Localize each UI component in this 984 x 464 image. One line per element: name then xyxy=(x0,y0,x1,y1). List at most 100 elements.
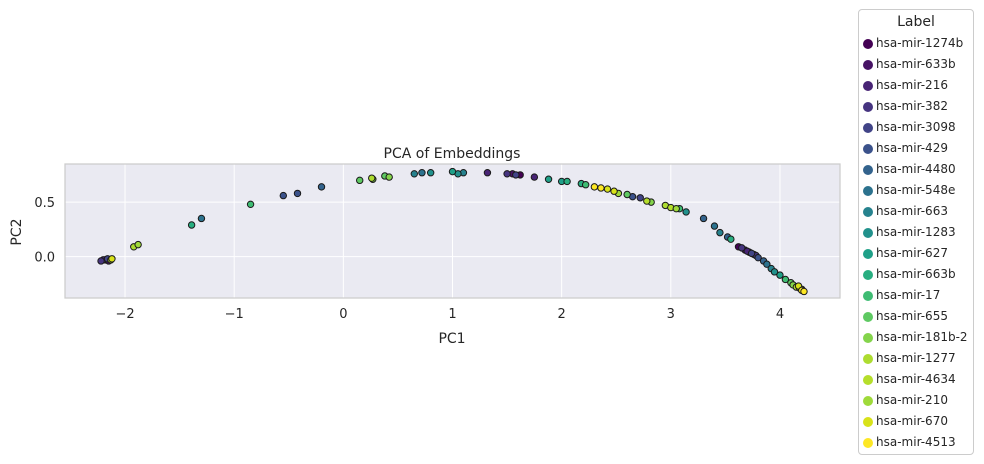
data-point xyxy=(503,170,511,178)
legend-marker xyxy=(863,354,873,364)
x-tick-label: −2 xyxy=(115,307,134,322)
data-point xyxy=(590,183,599,191)
legend-label: hsa-mir-429 xyxy=(876,141,948,155)
legend-item: hsa-mir-548e xyxy=(859,181,975,201)
legend-marker xyxy=(863,396,873,406)
data-point xyxy=(356,176,364,185)
legend-item: hsa-mir-655 xyxy=(859,307,975,327)
data-point xyxy=(770,268,779,276)
x-tick-label: 4 xyxy=(776,307,784,322)
data-point xyxy=(727,235,735,243)
x-axis-label: PC1 xyxy=(438,331,465,347)
legend-marker xyxy=(863,144,873,154)
data-point xyxy=(448,167,457,176)
x-tick-labels: −2 −1 0 1 2 3 4 xyxy=(115,307,784,322)
legend-marker xyxy=(863,333,873,343)
legend-marker xyxy=(863,270,873,280)
legend-label: hsa-mir-17 xyxy=(876,288,941,302)
data-point xyxy=(699,214,708,223)
legend-item: hsa-mir-210 xyxy=(859,391,975,411)
legend-marker xyxy=(863,375,873,385)
legend-label: hsa-mir-210 xyxy=(876,393,948,407)
x-tick-label: −1 xyxy=(225,307,244,322)
legend-marker xyxy=(863,102,873,112)
legend-marker xyxy=(863,228,873,238)
data-point xyxy=(643,197,651,205)
data-point xyxy=(368,174,376,182)
legend-marker xyxy=(863,60,873,70)
data-point xyxy=(108,255,116,263)
legend-item: hsa-mir-4634 xyxy=(859,370,975,390)
legend-item: hsa-mir-429 xyxy=(859,139,975,159)
legend-item: hsa-mir-3098 xyxy=(859,118,975,138)
data-point xyxy=(682,208,690,216)
legend-marker xyxy=(863,249,873,259)
x-tick-label: 0 xyxy=(339,307,347,322)
data-point xyxy=(747,249,756,258)
legend-label: hsa-mir-4634 xyxy=(876,372,956,386)
legend-label: hsa-mir-382 xyxy=(876,99,948,113)
data-point xyxy=(483,169,492,177)
data-point xyxy=(754,253,762,262)
legend-marker xyxy=(863,438,873,448)
data-point xyxy=(781,275,790,284)
data-point xyxy=(187,221,196,229)
legend-label: hsa-mir-1274b xyxy=(876,36,964,50)
data-point xyxy=(530,173,539,181)
data-point xyxy=(710,222,719,230)
legend-item: hsa-mir-1283 xyxy=(859,223,975,243)
data-point xyxy=(97,257,105,265)
data-point xyxy=(603,185,612,193)
y-tick-labels: 0.0 0.5 xyxy=(34,196,55,265)
legend-marker xyxy=(863,81,873,91)
legend-marker xyxy=(863,207,873,217)
data-point xyxy=(246,200,255,209)
data-point xyxy=(610,187,618,195)
legend-item: hsa-mir-382 xyxy=(859,97,975,117)
data-point xyxy=(763,260,771,268)
data-point xyxy=(512,171,520,179)
legend-label: hsa-mir-1283 xyxy=(876,225,956,239)
data-point xyxy=(418,169,426,177)
legend-label: hsa-mir-4513 xyxy=(876,435,956,449)
legend-marker xyxy=(863,291,873,301)
x-tick-label: 2 xyxy=(558,307,566,322)
legend-marker xyxy=(863,417,873,427)
legend-item: hsa-mir-1274b xyxy=(859,34,975,54)
plot-frame xyxy=(64,163,841,299)
legend-item: hsa-mir-4480 xyxy=(859,160,975,180)
legend-label: hsa-mir-548e xyxy=(876,183,956,197)
legend-label: hsa-mir-1277 xyxy=(876,351,956,365)
data-point xyxy=(776,271,784,279)
x-tick-label: 3 xyxy=(667,307,675,322)
legend-label: hsa-mir-627 xyxy=(876,246,948,260)
legend-marker xyxy=(863,312,873,322)
legend-label: hsa-mir-216 xyxy=(876,78,948,92)
data-point xyxy=(134,240,142,249)
legend-marker xyxy=(863,165,873,175)
legend-item: hsa-mir-216 xyxy=(859,76,975,96)
legend-item: hsa-mir-181b-2 xyxy=(859,328,975,348)
data-point xyxy=(563,177,571,186)
legend-title: Label xyxy=(897,14,935,30)
legend-item: hsa-mir-1277 xyxy=(859,349,975,369)
data-point xyxy=(716,228,724,237)
legend-label: hsa-mir-3098 xyxy=(876,120,956,134)
legend-label: hsa-mir-655 xyxy=(876,309,948,323)
legend-label: hsa-mir-181b-2 xyxy=(876,330,968,344)
legend-marker xyxy=(863,39,873,49)
legend-label: hsa-mir-4480 xyxy=(876,162,956,176)
data-point xyxy=(293,189,302,198)
legend-label: hsa-mir-633b xyxy=(876,57,956,71)
legend-item: hsa-mir-663b xyxy=(859,265,975,285)
chart-title: PCA of Embeddings xyxy=(384,146,521,162)
data-point xyxy=(426,169,435,177)
data-point xyxy=(581,180,590,189)
legend-label: hsa-mir-663 xyxy=(876,204,948,218)
legend-item: hsa-mir-627 xyxy=(859,244,975,264)
legend-item: hsa-mir-663 xyxy=(859,202,975,222)
x-tick-label: 1 xyxy=(448,307,456,322)
legend-item: hsa-mir-17 xyxy=(859,286,975,306)
data-point xyxy=(197,214,206,223)
